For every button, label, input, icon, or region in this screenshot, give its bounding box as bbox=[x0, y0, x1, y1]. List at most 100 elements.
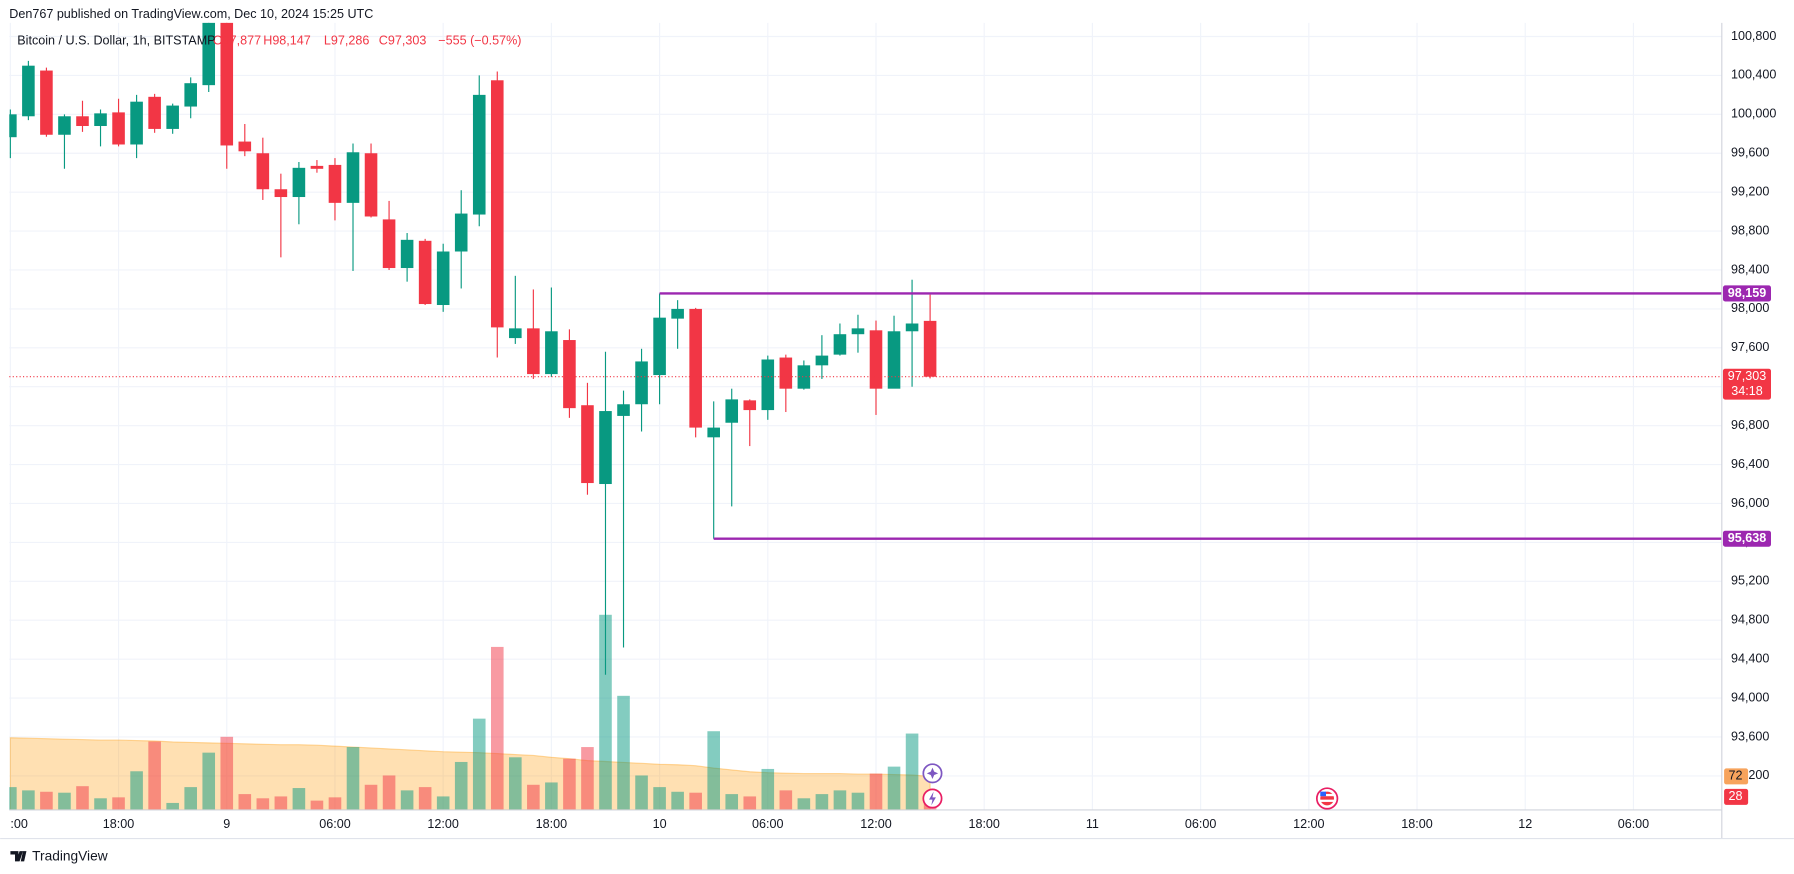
candle-body bbox=[797, 365, 811, 389]
candle-body bbox=[635, 361, 648, 405]
x-tick-label: 12:00 bbox=[1293, 817, 1324, 831]
volume-bar bbox=[382, 775, 396, 810]
candle-body bbox=[22, 65, 35, 117]
candle-body bbox=[869, 330, 883, 389]
level-label-bg bbox=[1722, 530, 1771, 547]
x-tick-label: 06:00 bbox=[1185, 817, 1216, 831]
volume-bar bbox=[436, 796, 450, 810]
volume-bar bbox=[112, 797, 125, 810]
candle-body bbox=[40, 70, 53, 135]
candle-body bbox=[310, 165, 324, 169]
candle-body bbox=[707, 427, 720, 438]
volume-bar bbox=[238, 794, 252, 810]
candle-body bbox=[436, 251, 450, 306]
y-tick-label: 94,800 bbox=[1731, 613, 1769, 627]
volume-bar bbox=[905, 733, 919, 810]
x-tick-label: :00 bbox=[10, 817, 28, 831]
candle-body bbox=[184, 83, 197, 107]
candle-body bbox=[418, 240, 432, 305]
volume-bar bbox=[166, 802, 179, 810]
candle-body bbox=[382, 219, 396, 269]
y-tick-label: 99,600 bbox=[1731, 146, 1769, 160]
x-tick-label: 12 bbox=[1518, 817, 1532, 831]
legend-value: H98,147 bbox=[263, 34, 311, 48]
candle-body bbox=[472, 94, 486, 215]
candle-body bbox=[9, 114, 17, 138]
x-tick-label: 06:00 bbox=[319, 817, 350, 831]
y-tick-label: 100,800 bbox=[1731, 29, 1776, 43]
candle-body bbox=[76, 116, 89, 127]
volume-bar bbox=[454, 761, 468, 810]
x-tick-label: 9 bbox=[223, 817, 230, 831]
volume-bar bbox=[851, 792, 865, 810]
volume-bar bbox=[310, 800, 324, 810]
volume-bar bbox=[689, 792, 702, 810]
volume-bar bbox=[563, 758, 576, 810]
y-tick-label: 98,800 bbox=[1731, 223, 1769, 237]
candle-body bbox=[905, 323, 919, 332]
x-tick-label: 18:00 bbox=[103, 817, 134, 831]
candle-body bbox=[238, 141, 252, 152]
y-tick-label: 96,000 bbox=[1731, 496, 1769, 510]
brand: TradingView bbox=[32, 848, 108, 863]
volume-bar bbox=[779, 790, 793, 810]
x-tick-label: 18:00 bbox=[968, 817, 999, 831]
candle-body bbox=[256, 153, 270, 190]
x-tick-label: 18:00 bbox=[536, 817, 567, 831]
x-tick-label: 06:00 bbox=[752, 817, 783, 831]
candle-body bbox=[346, 152, 360, 203]
candle-body bbox=[653, 317, 666, 376]
candle-body bbox=[148, 96, 161, 129]
volume-bar bbox=[671, 791, 684, 810]
candles bbox=[9, 22, 937, 675]
candle-body bbox=[581, 405, 594, 484]
volume-bar bbox=[833, 790, 847, 810]
volume-bar bbox=[815, 794, 829, 810]
candle-body bbox=[815, 355, 829, 366]
volume-bar bbox=[346, 747, 360, 810]
last-price-bg bbox=[1722, 368, 1771, 400]
volume-bar bbox=[130, 771, 143, 810]
legend-value: C97,303 bbox=[379, 34, 427, 48]
candle-body bbox=[166, 105, 179, 129]
volume-bar bbox=[599, 614, 612, 810]
volume-bar bbox=[364, 784, 378, 810]
candle-body bbox=[563, 340, 576, 409]
volume-bar bbox=[635, 775, 648, 810]
candle-body bbox=[851, 328, 865, 335]
candle-body bbox=[527, 328, 540, 375]
volume-bar bbox=[148, 741, 161, 810]
y-tick-label: 97,600 bbox=[1731, 340, 1769, 354]
y-tick-label: 98,400 bbox=[1731, 262, 1769, 276]
candle-body bbox=[671, 308, 684, 319]
indicator-icons bbox=[922, 763, 1339, 810]
candle-body bbox=[490, 80, 504, 328]
countdown-label: 34:18 bbox=[1731, 384, 1762, 398]
volume-label: 28 bbox=[1729, 789, 1743, 803]
legend-value: −555 (−0.57%) bbox=[438, 34, 521, 48]
x-tick-label: 18:00 bbox=[1401, 817, 1432, 831]
x-tick-label: 12:00 bbox=[427, 817, 458, 831]
volume-bar bbox=[76, 786, 89, 810]
last-price-label: 97,303 bbox=[1728, 369, 1766, 383]
footer-logo bbox=[10, 851, 27, 862]
candle-body bbox=[328, 164, 342, 203]
x-tick-label: 12:00 bbox=[860, 817, 891, 831]
y-tick-label: 100,000 bbox=[1731, 107, 1776, 121]
volume-bar bbox=[184, 787, 197, 810]
volume-bar bbox=[527, 784, 540, 810]
volume-label-bg bbox=[1724, 788, 1749, 805]
volume-bar bbox=[743, 796, 757, 810]
volume-bar bbox=[761, 768, 775, 810]
volume-bar bbox=[725, 794, 739, 810]
volume-bar bbox=[40, 791, 53, 810]
candle-body bbox=[454, 213, 468, 252]
volume_ma-label: 72 bbox=[1729, 769, 1743, 783]
volume-bar bbox=[707, 731, 720, 810]
volume-bar bbox=[202, 752, 216, 810]
volume-bar bbox=[887, 766, 901, 810]
chart-title: Bitcoin / U.S. Dollar, 1h, BITSTAMP bbox=[17, 34, 215, 48]
candle-body bbox=[743, 400, 757, 411]
volume_ma-label-bg bbox=[1724, 768, 1749, 785]
